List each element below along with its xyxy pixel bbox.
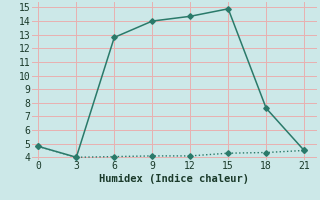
X-axis label: Humidex (Indice chaleur): Humidex (Indice chaleur) <box>100 174 249 184</box>
